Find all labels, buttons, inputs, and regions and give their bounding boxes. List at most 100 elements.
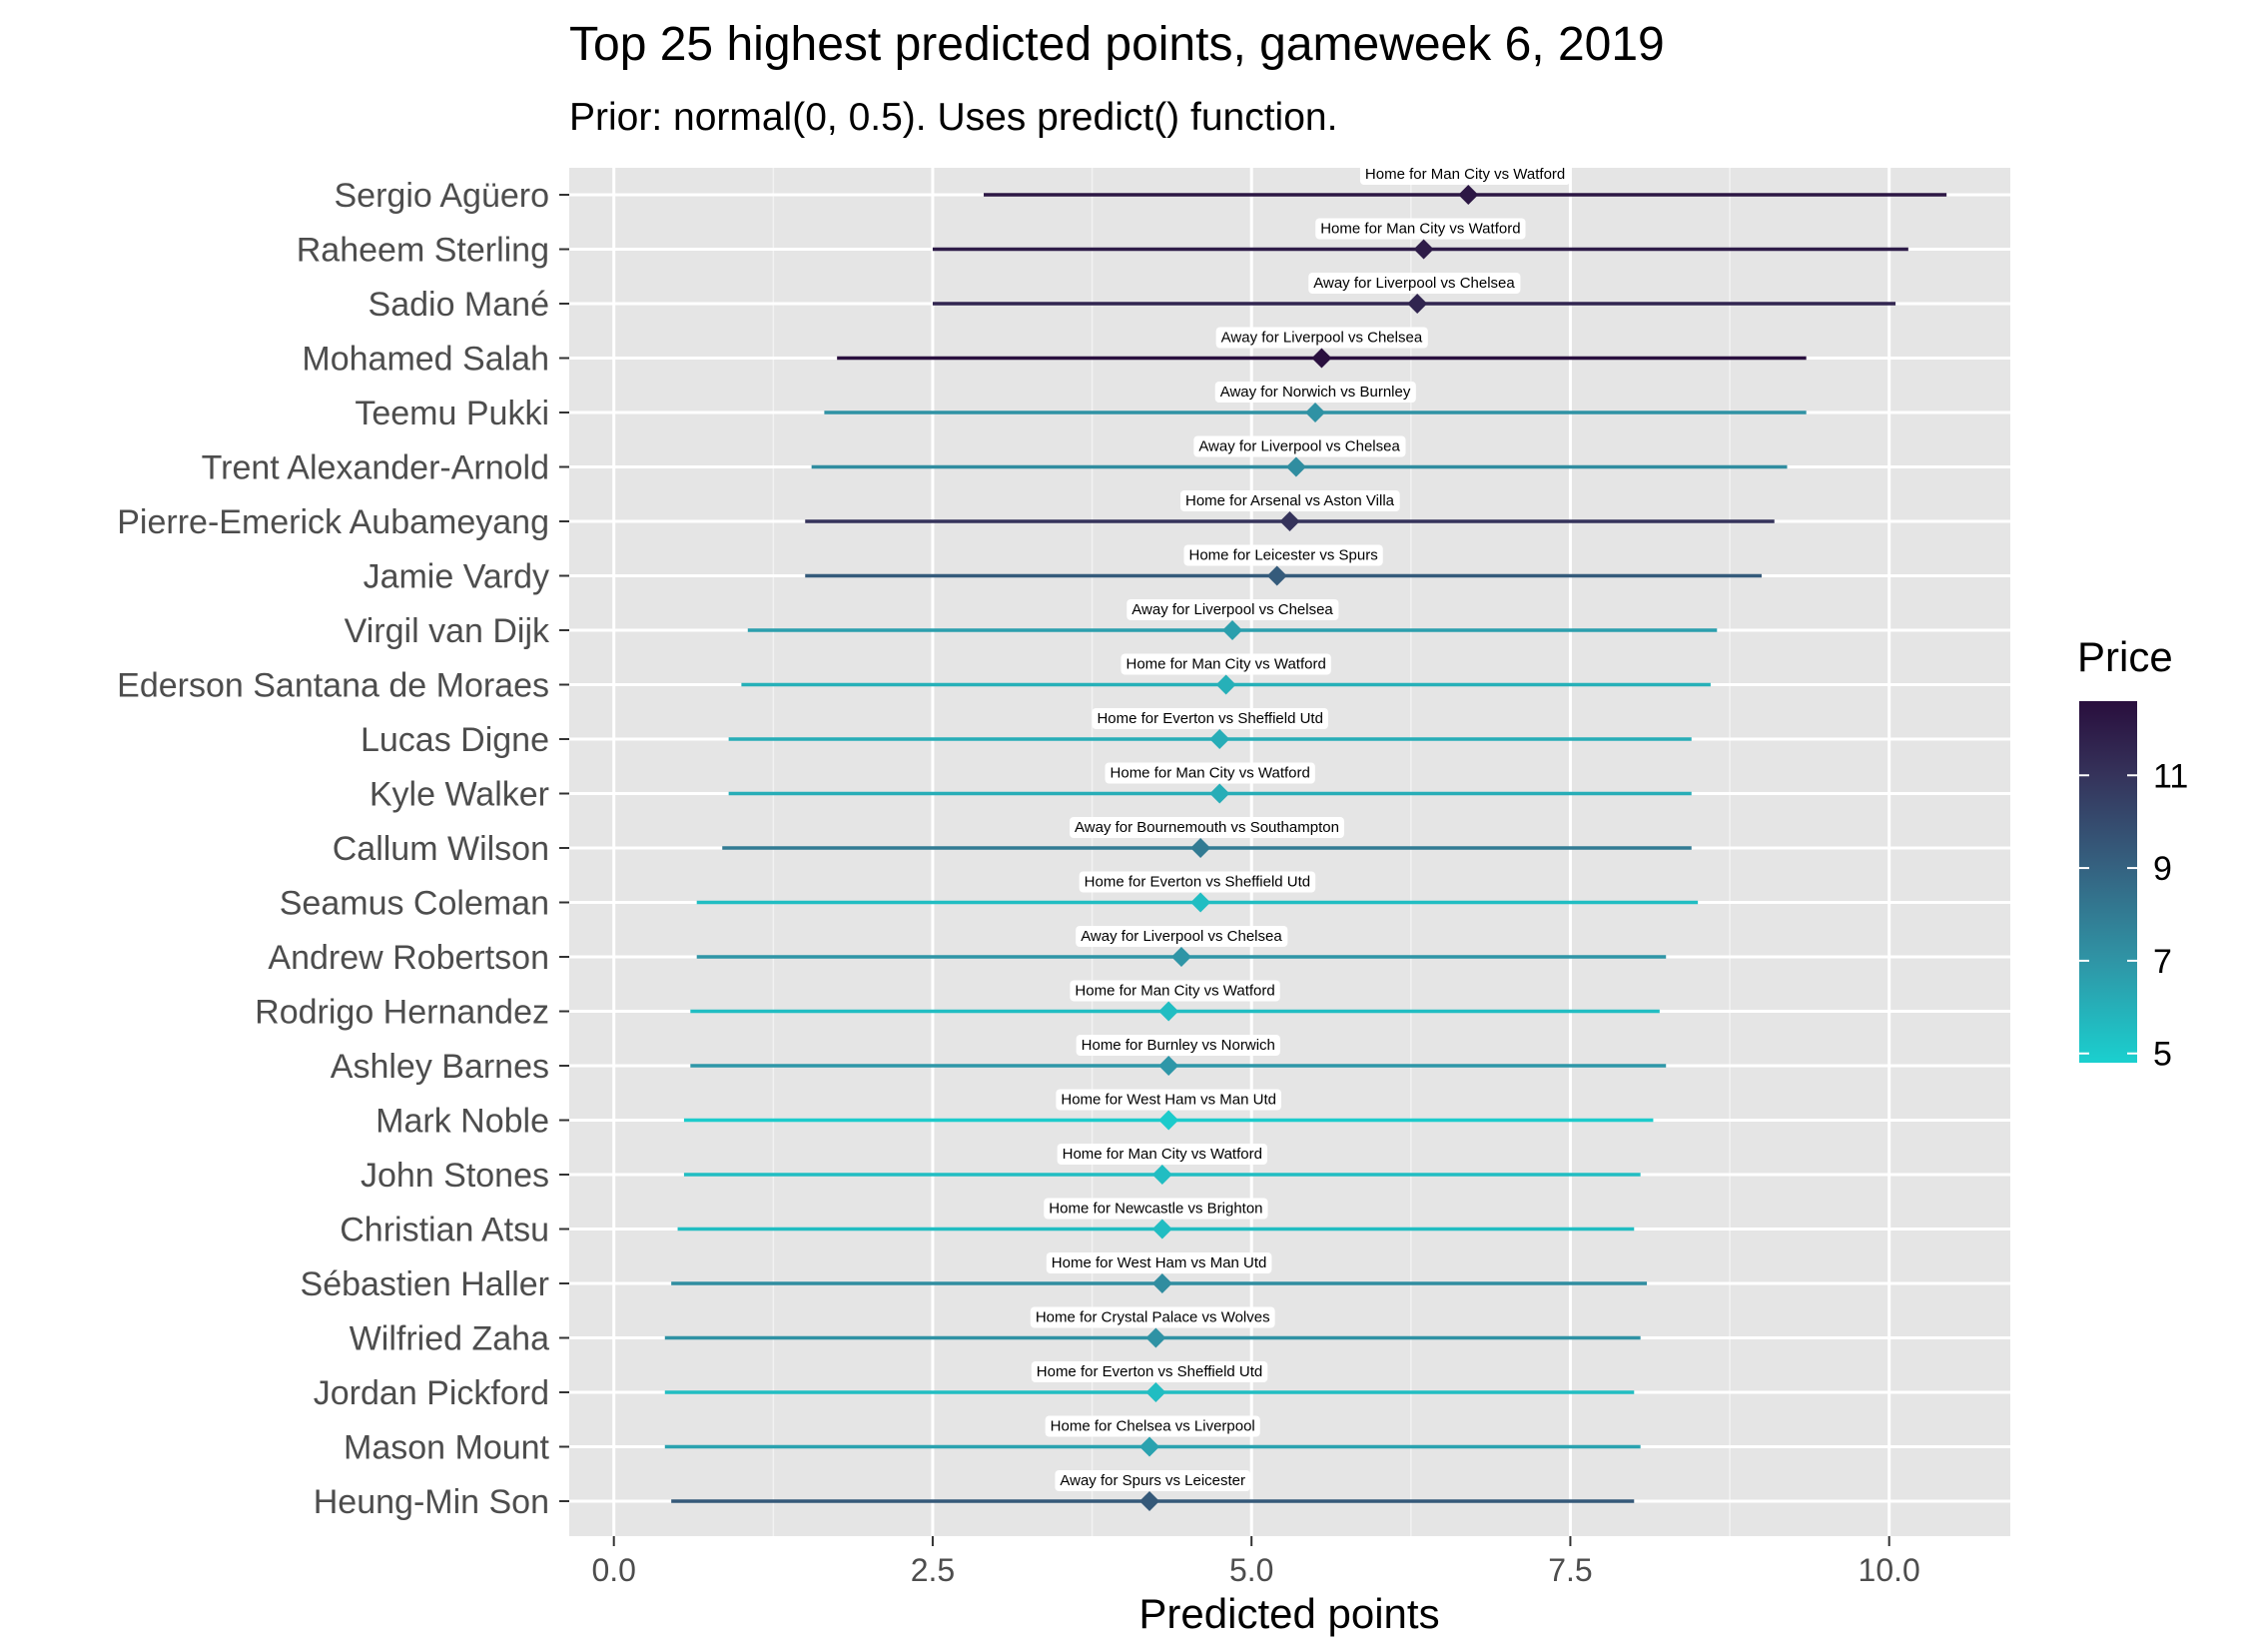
- legend-tick-label: 5: [2153, 1036, 2172, 1074]
- point-label-box: [1046, 1252, 1272, 1273]
- point-label-box: [1055, 1470, 1251, 1491]
- point-label: Away for Liverpool vs Chelsea: [1313, 275, 1515, 292]
- point-label-box: [1315, 218, 1526, 240]
- y-tick-label: John Stones: [361, 1157, 549, 1195]
- point-label-box: [1193, 435, 1406, 457]
- y-axis: Sergio Agüero Raheem Sterling Sadio Mané Mo…: [117, 177, 569, 1521]
- point-label: Home for Crystal Palace vs Wolves: [1036, 1309, 1270, 1326]
- point-marker: [1158, 1056, 1179, 1076]
- point-label-box: [1359, 164, 1571, 185]
- player-row: Away for Liverpool vs Chelsea: [837, 327, 1807, 369]
- y-tick-label: Sergio Agüero: [335, 177, 550, 215]
- point-label-box: [1215, 327, 1428, 349]
- player-row: Home for Man City vs Watford: [690, 980, 1660, 1022]
- y-tick-label: Kyle Walker: [370, 776, 549, 814]
- point-label-box: [1076, 926, 1288, 947]
- x-axis-title: Predicted points: [1138, 1590, 1439, 1637]
- player-row: Home for Man City vs Watford: [728, 762, 1692, 804]
- player-row: Away for Liverpool vs Chelsea: [696, 926, 1667, 967]
- point-marker: [1407, 294, 1428, 314]
- point-label: Home for Leicester vs Spurs: [1188, 547, 1377, 564]
- point-marker: [1209, 729, 1230, 749]
- y-tick-label: Lucas Digne: [361, 721, 549, 759]
- point-marker: [1266, 565, 1287, 586]
- player-row: Away for Bournemouth vs Southampton: [722, 817, 1692, 858]
- y-tick-label: Andrew Robertson: [268, 939, 549, 977]
- player-row: Away for Liverpool vs Chelsea: [747, 599, 1718, 640]
- point-marker: [1279, 511, 1300, 531]
- player-row: Away for Norwich vs Burnley: [824, 382, 1807, 422]
- chart-subtitle: Prior: normal(0, 0.5). Uses predict() fu…: [569, 96, 1337, 139]
- point-marker: [1151, 1273, 1172, 1293]
- point-marker: [1151, 1219, 1172, 1239]
- y-tick-label: Rodrigo Hernandez: [255, 994, 549, 1032]
- player-row: Home for Man City vs Watford: [932, 218, 1908, 260]
- point-marker: [1190, 838, 1211, 858]
- player-row: Home for Everton vs Sheffield Utd: [728, 708, 1692, 749]
- point-label-box: [1214, 382, 1416, 403]
- player-row: Away for Liverpool vs Chelsea: [811, 435, 1788, 477]
- point-label: Away for Liverpool vs Chelsea: [1221, 330, 1423, 347]
- y-tick-label: Mark Noble: [375, 1103, 549, 1141]
- y-tick-label: Ederson Santana de Moraes: [117, 667, 549, 705]
- y-tick-label: Christian Atsu: [340, 1212, 549, 1249]
- player-row: Home for West Ham vs Man Utd: [683, 1089, 1654, 1131]
- point-label: Home for Man City vs Watford: [1075, 983, 1274, 1000]
- x-tick-label: 10.0: [1859, 1552, 1920, 1588]
- point-label: Home for Man City vs Watford: [1320, 221, 1520, 238]
- point-marker: [1285, 456, 1306, 477]
- point-label: Away for Liverpool vs Chelsea: [1198, 438, 1400, 455]
- legend-tick-label: 9: [2153, 850, 2172, 888]
- point-label: Home for Everton vs Sheffield Utd: [1037, 1363, 1263, 1380]
- point-marker: [1190, 892, 1211, 913]
- point-label: Home for Man City vs Watford: [1111, 765, 1310, 782]
- y-tick-label: Mohamed Salah: [302, 341, 549, 379]
- point-marker: [1170, 947, 1191, 967]
- y-tick-label: Seamus Coleman: [280, 885, 549, 923]
- point-label-box: [1180, 490, 1400, 511]
- point-marker: [1222, 620, 1243, 640]
- y-tick-label: Ashley Barnes: [331, 1048, 549, 1086]
- point-label: Home for Newcastle vs Brighton: [1049, 1201, 1262, 1218]
- point-label-box: [1121, 653, 1331, 675]
- point-label-box: [1079, 871, 1316, 893]
- point-label: Home for Man City vs Watford: [1365, 166, 1565, 183]
- point-label-box: [1070, 817, 1344, 838]
- point-marker: [1305, 403, 1326, 422]
- player-row: Away for Spurs vs Leicester: [671, 1470, 1635, 1511]
- legend-tick-label: 11: [2153, 757, 2188, 795]
- player-row: Home for Newcastle vs Brighton: [677, 1198, 1635, 1239]
- point-marker: [1413, 239, 1434, 260]
- point-label-box: [1183, 544, 1383, 566]
- player-row: Away for Liverpool vs Chelsea: [932, 273, 1896, 314]
- point-label-box: [1126, 599, 1339, 620]
- player-row: Home for Man City vs Watford: [984, 164, 1947, 205]
- point-label-box: [1056, 1089, 1281, 1111]
- y-tick-label: Teemu Pukki: [355, 395, 549, 432]
- y-tick-label: Trent Alexander-Arnold: [202, 449, 549, 487]
- point-marker: [1145, 1327, 1166, 1348]
- point-label: Away for Spurs vs Leicester: [1060, 1472, 1245, 1489]
- point-label: Home for Burnley vs Norwich: [1082, 1037, 1275, 1054]
- point-marker: [1158, 1110, 1179, 1131]
- point-label-box: [1105, 762, 1315, 784]
- point-marker: [1311, 348, 1332, 369]
- player-row: Home for Everton vs Sheffield Utd: [664, 1361, 1635, 1402]
- x-tick-label: 5.0: [1229, 1552, 1273, 1588]
- point-marker: [1458, 185, 1479, 205]
- point-label: Away for Bournemouth vs Southampton: [1075, 819, 1339, 836]
- point-label-box: [1030, 1306, 1275, 1328]
- point-label-box: [1044, 1198, 1268, 1220]
- point-label: Home for Man City vs Watford: [1063, 1146, 1262, 1163]
- chart-title: Top 25 highest predicted points, gamewee…: [569, 18, 1665, 71]
- legend-title: Price: [2077, 633, 2173, 680]
- y-tick-label: Sadio Mané: [369, 286, 549, 324]
- chart-marks: Home for Man City vs Watford Home for Man…: [664, 164, 1947, 1511]
- y-tick-label: Heung-Min Son: [314, 1483, 549, 1521]
- player-row: Home for Burnley vs Norwich: [690, 1035, 1667, 1076]
- player-row: Home for West Ham vs Man Utd: [671, 1252, 1648, 1293]
- point-label: Home for Everton vs Sheffield Utd: [1085, 874, 1311, 891]
- legend-colorbar: [2079, 701, 2137, 1063]
- point-label-box: [1076, 1035, 1280, 1056]
